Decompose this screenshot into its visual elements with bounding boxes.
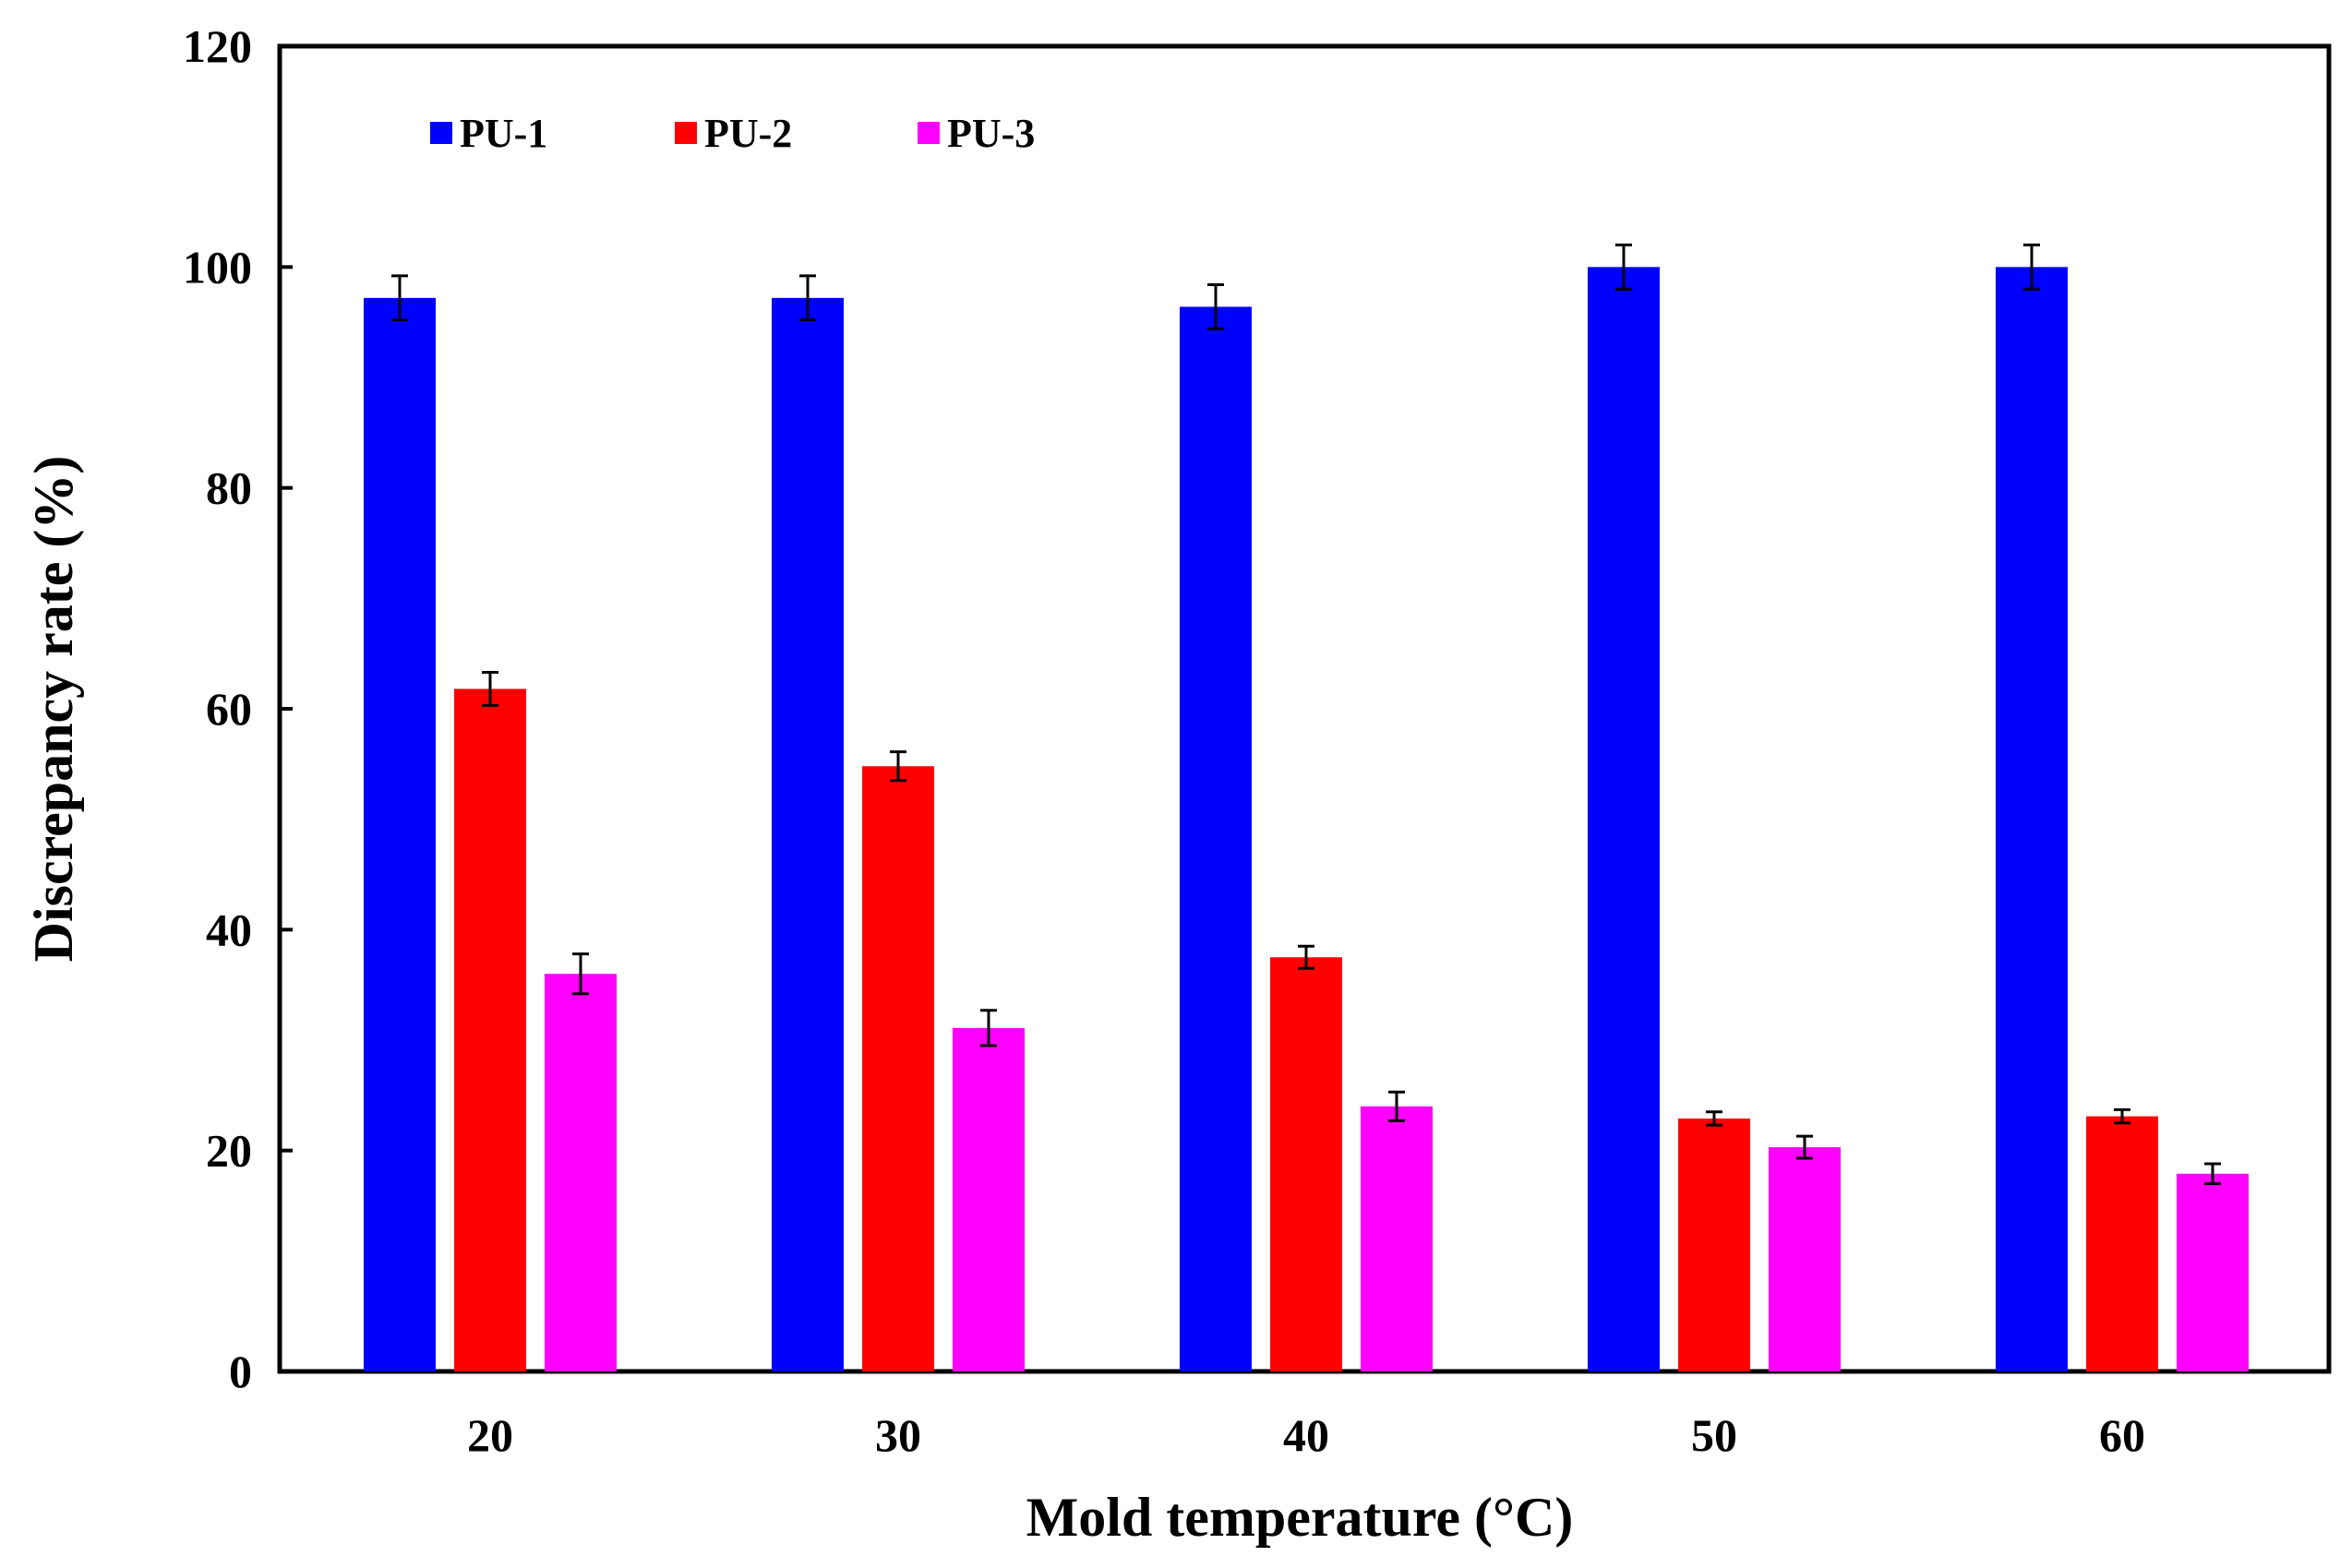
x-tick-label: 20 [467, 1409, 513, 1461]
legend-swatch-pu-1 [430, 122, 452, 144]
y-tick-label: 0 [229, 1346, 252, 1397]
x-axis-title: Mold temperature (°C) [1026, 1487, 1574, 1548]
x-tick-label: 50 [1691, 1409, 1737, 1461]
bar-pu-3-40 [1361, 1106, 1433, 1371]
bar-pu-2-50 [1678, 1118, 1750, 1371]
bar-pu-1-30 [772, 297, 844, 1372]
y-tick-label: 120 [183, 20, 252, 72]
y-tick-label: 80 [206, 462, 252, 514]
bar-pu-3-60 [2177, 1173, 2249, 1371]
bar-pu-1-50 [1588, 267, 1660, 1371]
legend-swatch-pu-3 [918, 122, 940, 144]
legend: PU-1 PU-2 PU-3 [430, 111, 1035, 156]
bar-pu-3-30 [953, 1027, 1025, 1371]
bar-pu-2-60 [2086, 1116, 2158, 1371]
legend-label-pu-1: PU-1 [460, 111, 547, 156]
bar-pu-2-30 [862, 766, 934, 1371]
x-tick-label: 60 [2099, 1409, 2145, 1461]
x-tick-label: 40 [1283, 1409, 1329, 1461]
bar-pu-3-50 [1769, 1147, 1841, 1371]
x-tick-label: 30 [875, 1409, 921, 1461]
y-axis-ticks: 0 20 40 60 80 100 120 [183, 20, 293, 1397]
y-tick-label: 40 [206, 904, 252, 955]
y-tick-label: 100 [183, 241, 252, 293]
error-bars [391, 243, 2221, 1186]
y-tick-label: 60 [206, 683, 252, 735]
bar-series [364, 267, 2249, 1372]
bar-pu-1-40 [1180, 306, 1252, 1371]
legend-swatch-pu-2 [675, 122, 697, 144]
bar-pu-3-20 [545, 974, 617, 1371]
bar-pu-1-60 [1996, 267, 2068, 1371]
x-axis-ticks: 20 30 40 50 60 [467, 1409, 2145, 1461]
y-tick-label: 20 [206, 1125, 252, 1177]
legend-label-pu-3: PU-3 [947, 111, 1035, 156]
bar-pu-2-20 [454, 688, 526, 1371]
legend-label-pu-2: PU-2 [704, 111, 792, 156]
y-axis-title: Discrepancy rate (%) [23, 456, 84, 963]
bar-pu-2-40 [1270, 957, 1342, 1371]
bar-pu-1-20 [364, 297, 436, 1372]
